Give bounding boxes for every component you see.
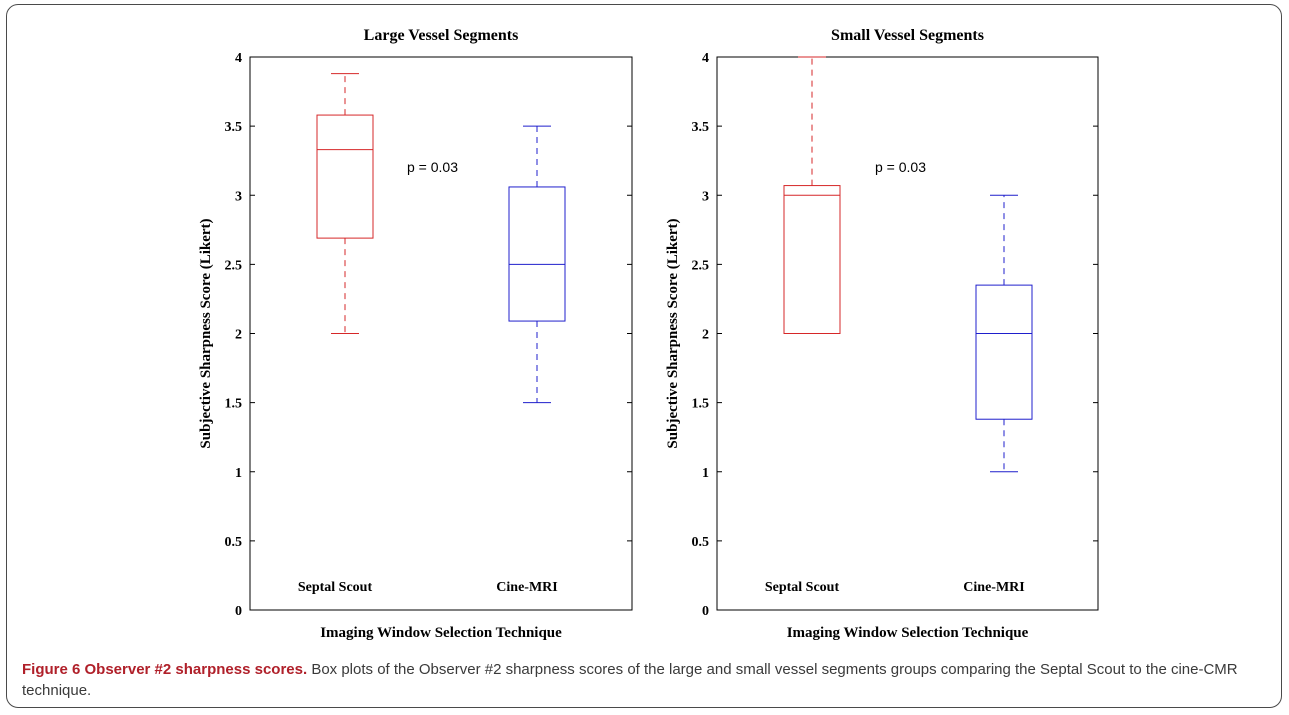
y-axis-label: Subjective Sharpness Score (Likert) [198, 218, 214, 448]
figure-caption: Figure 6 Observer #2 sharpness scores. B… [22, 659, 1262, 701]
y-tick-label: 4 [702, 51, 709, 66]
box-septal-scout [783, 56, 841, 334]
y-tick-label: 3 [235, 189, 242, 204]
box-iqr [783, 185, 841, 334]
chart-title: Large Vessel Segments [364, 27, 519, 44]
y-tick-label: 1.5 [692, 397, 710, 412]
box-iqr [508, 186, 566, 322]
y-tick-label: 1.5 [225, 397, 243, 412]
y-tick-label: 3.5 [225, 120, 243, 135]
box-cine-mri [975, 194, 1033, 473]
y-tick-label: 2.5 [225, 258, 243, 273]
y-tick-label: 3 [702, 189, 709, 204]
y-tick-label: 0.5 [692, 535, 710, 550]
panel-large-vessel: Large Vessel Segments Subjective Sharpne… [198, 27, 633, 641]
category-label-cine-mri: Cine-MRI [496, 580, 557, 595]
y-tick-label: 2.5 [692, 258, 710, 273]
y-tick-label: 1 [702, 466, 709, 481]
box-iqr [975, 284, 1033, 420]
caption-title: Figure 6 Observer #2 sharpness scores. [22, 661, 308, 678]
y-axis-label: Subjective Sharpness Score (Likert) [665, 218, 681, 448]
category-label-septal-scout: Septal Scout [765, 580, 840, 595]
box-iqr [316, 114, 374, 239]
y-tick-label: 0.5 [225, 535, 243, 550]
chart-title: Small Vessel Segments [831, 27, 984, 44]
caption-text: Box plots of the Observer #2 sharpness s… [22, 661, 1238, 699]
y-tick-label: 2 [235, 328, 242, 343]
x-axis-label: Imaging Window Selection Technique [320, 625, 562, 641]
y-tick-label: 0 [702, 604, 709, 619]
figure-frame [6, 4, 1282, 708]
plot-area [249, 56, 633, 611]
y-tick-label: 1 [235, 466, 242, 481]
y-tick-label: 2 [702, 328, 709, 343]
y-tick-label: 3.5 [692, 120, 710, 135]
panel-small-vessel: Small Vessel Segments Subjective Sharpne… [665, 27, 1099, 641]
box-cine-mri [508, 125, 566, 404]
box-septal-scout [316, 73, 374, 334]
category-label-septal-scout: Septal Scout [298, 580, 373, 595]
category-label-cine-mri: Cine-MRI [963, 580, 1024, 595]
plot-area [716, 56, 1099, 611]
p-value-annotation: p = 0.03 [875, 159, 926, 175]
y-tick-label: 4 [235, 51, 242, 66]
p-value-annotation: p = 0.03 [407, 159, 458, 175]
x-axis-label: Imaging Window Selection Technique [787, 625, 1029, 641]
y-tick-label: 0 [235, 604, 242, 619]
